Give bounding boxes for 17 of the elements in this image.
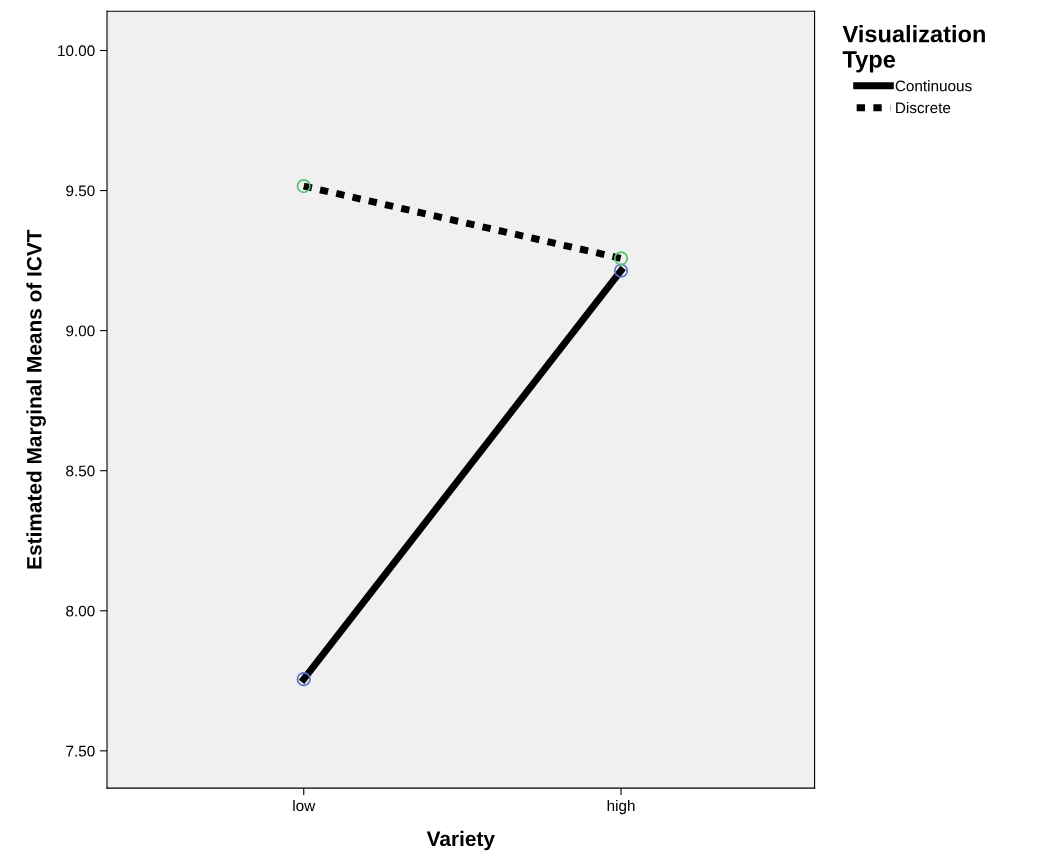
point [296, 672, 311, 687]
point [613, 251, 629, 266]
legend-label: Continuous [895, 80, 972, 92]
x-tick-label: high [607, 799, 635, 815]
y-tick-label: 9.00 [66, 325, 95, 337]
point [613, 263, 629, 278]
legend-title: Visualization Type [842, 25, 985, 73]
y-tick-label: 10.00 [58, 45, 95, 57]
y-tick-label: 7.50 [66, 745, 95, 757]
x-tick-label: low [293, 799, 316, 812]
y-tick-label: 8.50 [66, 465, 95, 477]
y-tick-label: 8.00 [66, 605, 95, 617]
y-axis-title: Estimated Marginal Means of ICVT [26, 229, 46, 569]
point [296, 178, 311, 194]
legend-label: Discrete [896, 101, 951, 114]
y-tick-label: 9.50 [66, 185, 95, 197]
x-axis-title: Variety [426, 830, 495, 851]
